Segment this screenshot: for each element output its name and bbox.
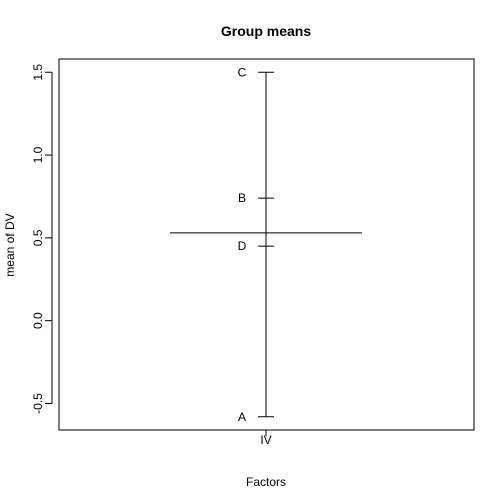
y-tick-label: 1.5	[31, 64, 45, 81]
level-label: D	[238, 239, 247, 253]
level-label: B	[238, 191, 246, 205]
level-label: A	[238, 410, 246, 424]
x-tick-label: IV	[260, 433, 271, 447]
chart-marks: C B D A	[170, 65, 362, 424]
chart-title: Group means	[221, 23, 311, 39]
y-tick-label: 0.0	[31, 312, 45, 329]
x-axis-label: Factors	[246, 475, 286, 489]
x-axis: IV	[260, 430, 272, 447]
y-axis-label: mean of DV	[3, 213, 17, 276]
y-tick-label: 0.5	[31, 229, 45, 246]
y-tick-label: 1.0	[31, 146, 45, 163]
y-tick-label: -0.5	[31, 393, 45, 414]
level-label: C	[238, 65, 247, 79]
y-axis: -0.5 0.0 0.5 1.0 1.5	[31, 64, 53, 414]
